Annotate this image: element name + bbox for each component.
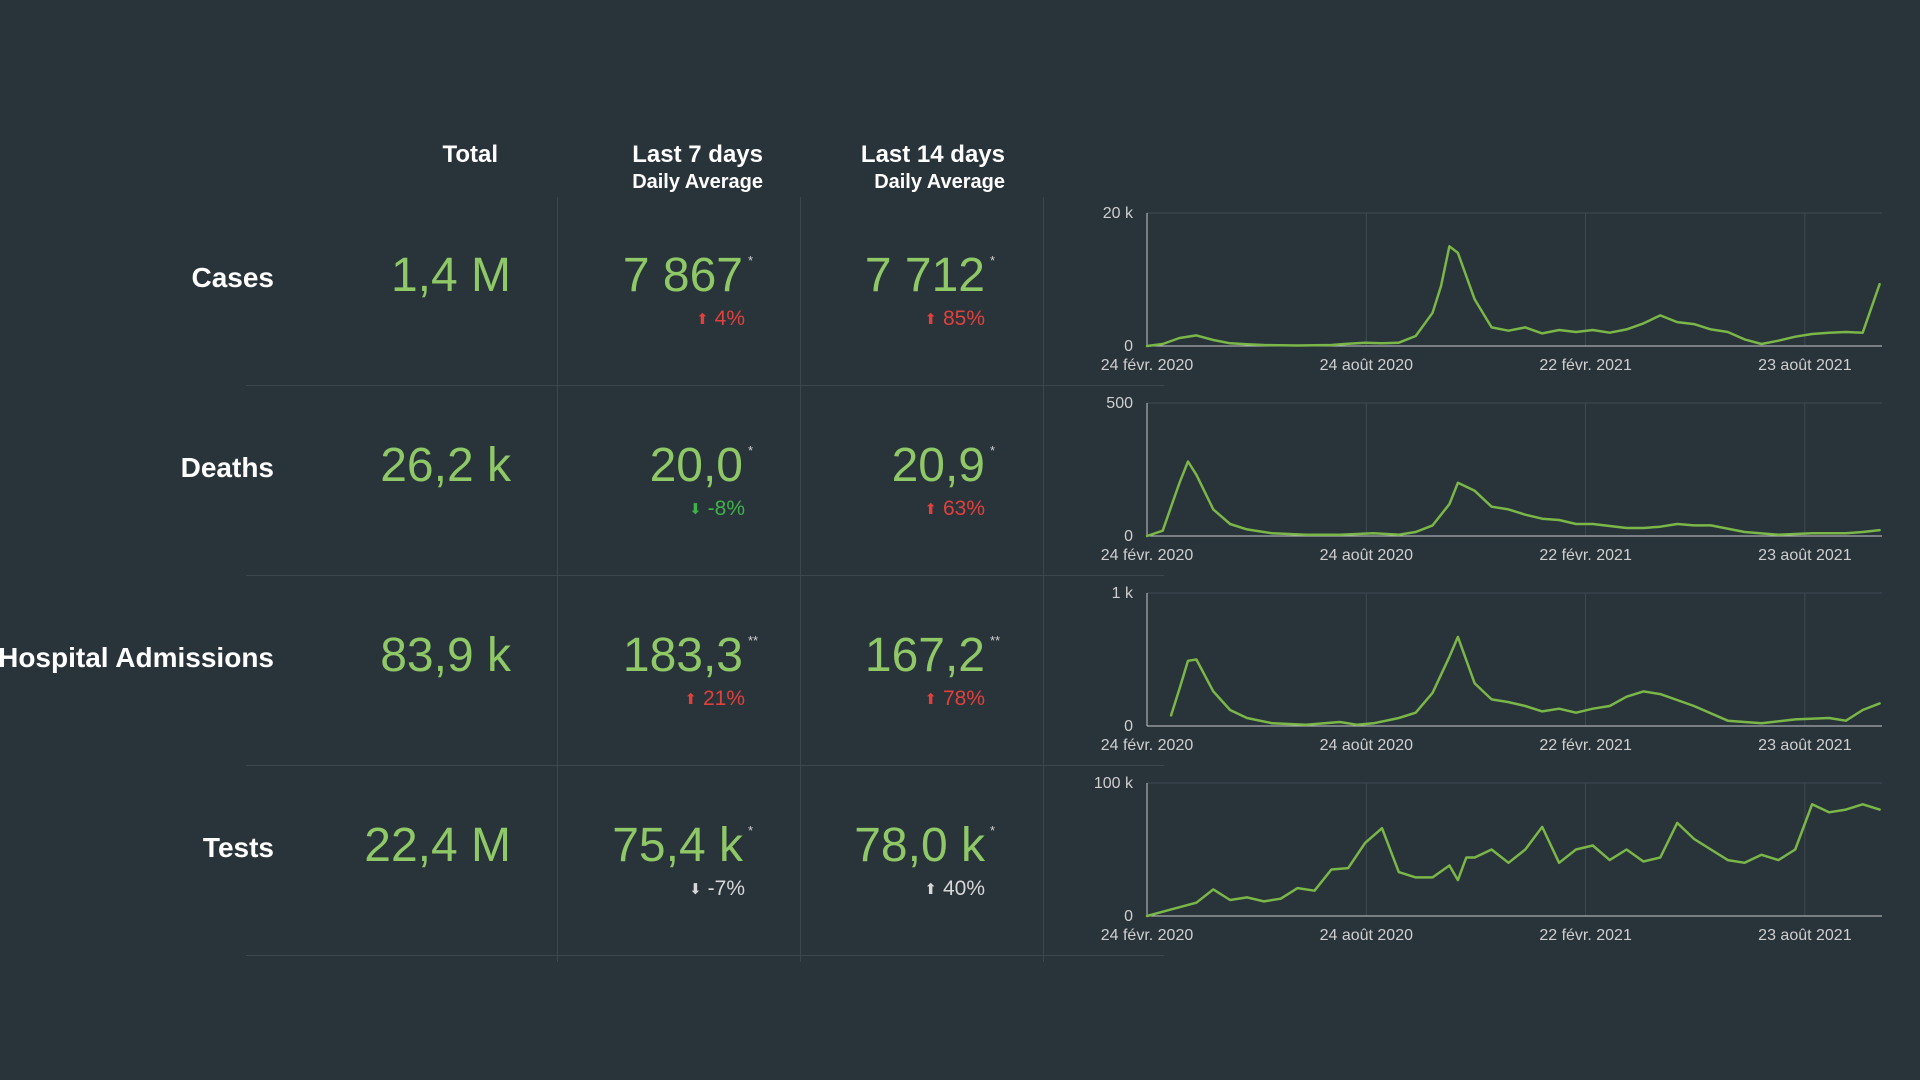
x-tick-label: 24 févr. 2020 — [1101, 547, 1194, 564]
column-divider — [800, 197, 801, 962]
row-label-deaths: Deaths — [180, 452, 274, 483]
series-line — [1145, 803, 1881, 918]
chg7-hospital-admissions: ⬆ 21% — [560, 686, 745, 713]
arrow-up-icon: ⬆ — [924, 311, 937, 328]
x-tick-label: 24 févr. 2020 — [1101, 737, 1194, 754]
series-line — [1145, 245, 1881, 348]
x-tick-label: 22 févr. 2021 — [1539, 737, 1632, 754]
x-tick-label: 24 févr. 2020 — [1101, 927, 1194, 944]
x-tick-label: 24 févr. 2020 — [1101, 357, 1194, 374]
y-tick-label: 0 — [1124, 338, 1133, 355]
x-tick-label: 23 août 2021 — [1758, 927, 1852, 944]
avg7-value-cases: 7 867 — [622, 249, 743, 302]
chg14-text-hospital-admissions: 78% — [942, 687, 985, 710]
avg7-value-deaths: 20,0 — [649, 439, 743, 492]
avg14-footnote-deaths: * — [990, 443, 996, 458]
total-value-hospital-admissions: 83,9 k — [380, 629, 511, 682]
row-divider — [246, 385, 1164, 386]
x-tick-label: 23 août 2021 — [1758, 357, 1852, 374]
x-tick-label: 24 août 2020 — [1320, 357, 1414, 374]
avg7-footnote-tests: * — [748, 823, 754, 838]
y-tick-label: 20 k — [1103, 205, 1134, 222]
avg7-footnote-hospital-admissions: ** — [748, 633, 759, 648]
chg7-deaths: ⬇ -8% — [560, 496, 745, 523]
chg7-cases: ⬆ 4% — [560, 306, 745, 333]
header-last14-label: Last 14 days — [860, 141, 1005, 168]
avg7-footnote-cases: * — [748, 253, 754, 268]
x-tick-label: 23 août 2021 — [1758, 737, 1852, 754]
chg14-deaths: ⬆ 63% — [800, 496, 985, 523]
row-label-tests: Tests — [202, 832, 274, 863]
row-label-cases: Cases — [191, 262, 274, 293]
arrow-up-icon: ⬆ — [696, 311, 709, 328]
avg14-footnote-hospital-admissions: ** — [990, 633, 1001, 648]
x-tick-label: 24 août 2020 — [1320, 927, 1414, 944]
header-last14-sub: Daily Average — [874, 171, 1005, 193]
series-line — [1169, 635, 1881, 726]
chg7-text-hospital-admissions: 21% — [702, 687, 745, 710]
arrow-up-icon: ⬆ — [924, 691, 937, 708]
chg14-text-deaths: 63% — [942, 497, 985, 520]
avg14-value-deaths: 20,9 — [891, 439, 985, 492]
header-total: Total — [300, 140, 498, 170]
header-total-label: Total — [442, 141, 498, 168]
header-last7: Last 7 days Daily Average — [560, 140, 763, 194]
header-last7-label: Last 7 days — [632, 141, 763, 168]
header-last14: Last 14 days Daily Average — [800, 140, 1005, 194]
row-divider — [246, 955, 1164, 956]
arrow-up-icon: ⬆ — [684, 691, 697, 708]
column-divider — [557, 197, 558, 962]
avg7-value-hospital-admissions: 183,3 — [622, 629, 743, 682]
arrow-down-icon: ⬇ — [689, 881, 702, 898]
arrow-up-icon: ⬆ — [924, 881, 937, 898]
chg7-text-cases: 4% — [714, 307, 745, 330]
x-tick-label: 23 août 2021 — [1758, 547, 1852, 564]
chg14-tests: ⬆ 40% — [800, 876, 985, 903]
y-tick-label: 100 k — [1094, 775, 1134, 792]
row-label-hospital-admissions: Hospital Admissions — [0, 642, 274, 673]
arrow-up-icon: ⬆ — [924, 501, 937, 518]
avg14-value-hospital-admissions: 167,2 — [864, 629, 985, 682]
chg7-text-tests: -7% — [707, 877, 745, 900]
chg14-text-cases: 85% — [942, 307, 985, 330]
total-value-cases: 1,4 M — [390, 249, 511, 302]
series-line — [1145, 460, 1881, 538]
chg14-hospital-admissions: ⬆ 78% — [800, 686, 985, 713]
y-tick-label: 0 — [1124, 908, 1133, 925]
avg14-footnote-cases: * — [990, 253, 996, 268]
avg7-value-tests: 75,4 k — [612, 819, 743, 872]
total-value-deaths: 26,2 k — [380, 439, 511, 492]
y-tick-label: 0 — [1124, 528, 1133, 545]
total-value-tests: 22,4 M — [364, 819, 511, 872]
chg14-cases: ⬆ 85% — [800, 306, 985, 333]
chg7-tests: ⬇ -7% — [560, 876, 745, 903]
column-divider — [1043, 197, 1044, 962]
arrow-down-icon: ⬇ — [689, 501, 702, 518]
chg7-text-deaths: -8% — [707, 497, 745, 520]
avg14-value-tests: 78,0 k — [854, 819, 985, 872]
x-tick-label: 22 févr. 2021 — [1539, 357, 1632, 374]
y-tick-label: 0 — [1124, 718, 1133, 735]
row-divider — [246, 575, 1164, 576]
avg14-value-cases: 7 712 — [864, 249, 985, 302]
y-tick-label: 500 — [1106, 395, 1133, 412]
row-divider — [246, 765, 1164, 766]
avg7-footnote-deaths: * — [748, 443, 754, 458]
x-tick-label: 22 févr. 2021 — [1539, 547, 1632, 564]
x-tick-label: 24 août 2020 — [1320, 547, 1414, 564]
avg14-footnote-tests: * — [990, 823, 996, 838]
y-tick-label: 1 k — [1112, 585, 1134, 602]
header-last7-sub: Daily Average — [632, 171, 763, 193]
x-tick-label: 22 févr. 2021 — [1539, 927, 1632, 944]
chg14-text-tests: 40% — [942, 877, 985, 900]
x-tick-label: 24 août 2020 — [1320, 737, 1414, 754]
